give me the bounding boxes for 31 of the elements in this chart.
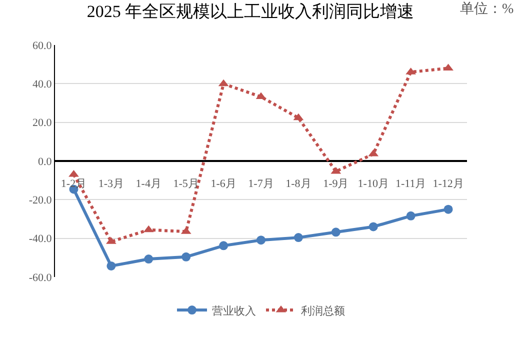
x-tick-label: 1-3月 bbox=[98, 178, 124, 190]
x-tick-label: 1-6月 bbox=[210, 178, 236, 190]
point bbox=[331, 228, 340, 237]
point bbox=[256, 236, 266, 245]
x-tick-label: 1-5月 bbox=[173, 178, 199, 190]
y-tick-label: 40.0 bbox=[32, 78, 52, 91]
y-tick-label: 20.0 bbox=[32, 117, 52, 130]
x-tick-label: 1-11月 bbox=[395, 178, 426, 190]
y-tick-label: 0.0 bbox=[38, 156, 52, 168]
chart-title: 2025 年全区规模以上工业收入利润同比增速 bbox=[86, 2, 414, 21]
point bbox=[219, 241, 228, 250]
point bbox=[406, 211, 416, 220]
point bbox=[368, 222, 378, 232]
point bbox=[144, 254, 154, 264]
x-tick-label: 1-8月 bbox=[286, 178, 312, 190]
text: 单位：% bbox=[460, 1, 514, 17]
x-tick-label: 1-9月 bbox=[323, 178, 349, 190]
y-tick-label: -20.0 bbox=[28, 194, 52, 207]
point bbox=[182, 252, 191, 262]
y-tick-label: 60.0 bbox=[32, 40, 52, 52]
y-tick-label: -60.0 bbox=[28, 272, 52, 284]
x-tick-label: 1-12月 bbox=[432, 178, 464, 190]
x-tick-label: 1-4月 bbox=[136, 178, 162, 190]
point bbox=[294, 233, 303, 242]
legend-label: 利润总额 bbox=[301, 304, 345, 318]
x-tick-label: 1-10月 bbox=[358, 178, 389, 190]
legend-label: 营业收入 bbox=[212, 304, 256, 318]
y-tick-label: -40.0 bbox=[28, 233, 52, 246]
point bbox=[106, 261, 116, 270]
point bbox=[444, 204, 453, 214]
x-tick-label: 1-7月 bbox=[248, 178, 274, 190]
